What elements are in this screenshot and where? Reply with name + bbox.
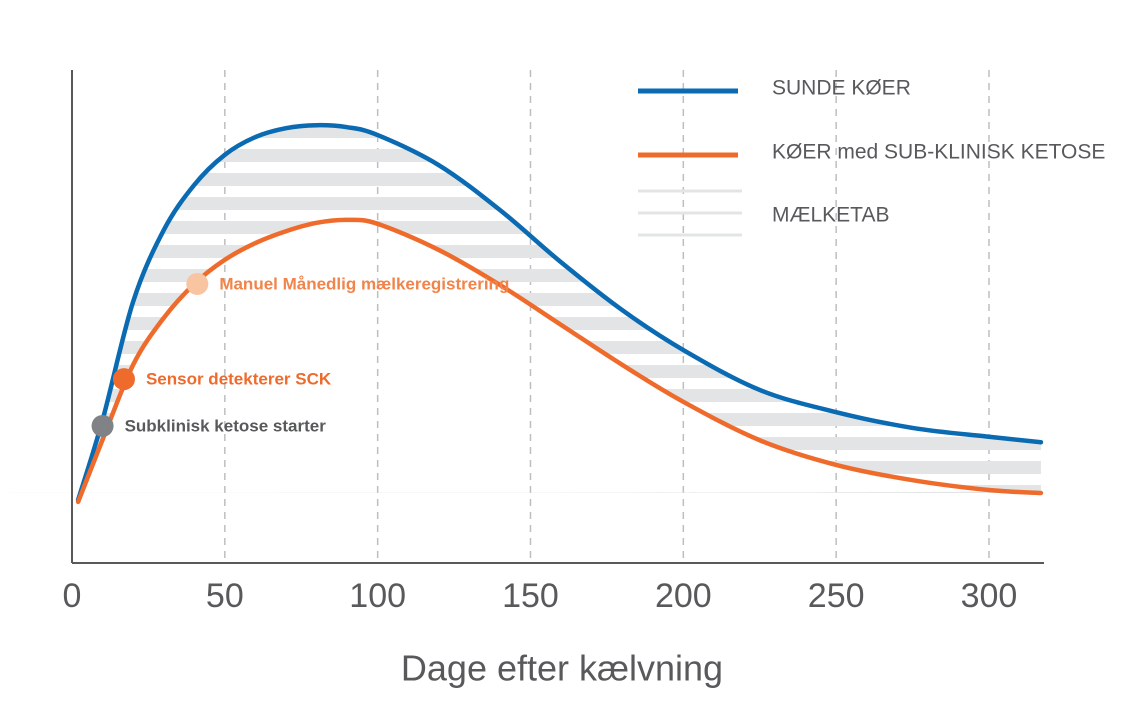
x-tick-label: 100	[349, 577, 406, 615]
annotation-marker	[186, 272, 209, 295]
annotation-label: Subklinisk ketose starter	[125, 416, 327, 435]
x-tick-label: 150	[502, 577, 559, 615]
x-tick-label: 300	[961, 577, 1018, 615]
annotation-marker	[91, 414, 114, 437]
annotation-label: Manuel Månedlig mælkeregistrering	[219, 274, 509, 293]
x-tick-label: 250	[808, 577, 865, 615]
legend-label: KØER med SUB-KLINISK KETOSE	[772, 141, 1105, 164]
x-tick-label: 0	[63, 577, 82, 615]
legend-label: MÆLKETAB	[772, 204, 889, 227]
series-line	[75, 217, 1044, 505]
legend-label: SUNDE KØER	[772, 77, 911, 100]
x-axis-label: Dage efter kælvning	[401, 648, 723, 689]
series-line	[75, 122, 1044, 503]
x-tick-label: 200	[655, 577, 712, 615]
x-tick-label: 50	[206, 577, 244, 615]
milk-loss-area	[0, 125, 1041, 502]
annotation-label: Sensor detekterer SCK	[146, 370, 332, 389]
annotation-marker	[112, 368, 135, 391]
